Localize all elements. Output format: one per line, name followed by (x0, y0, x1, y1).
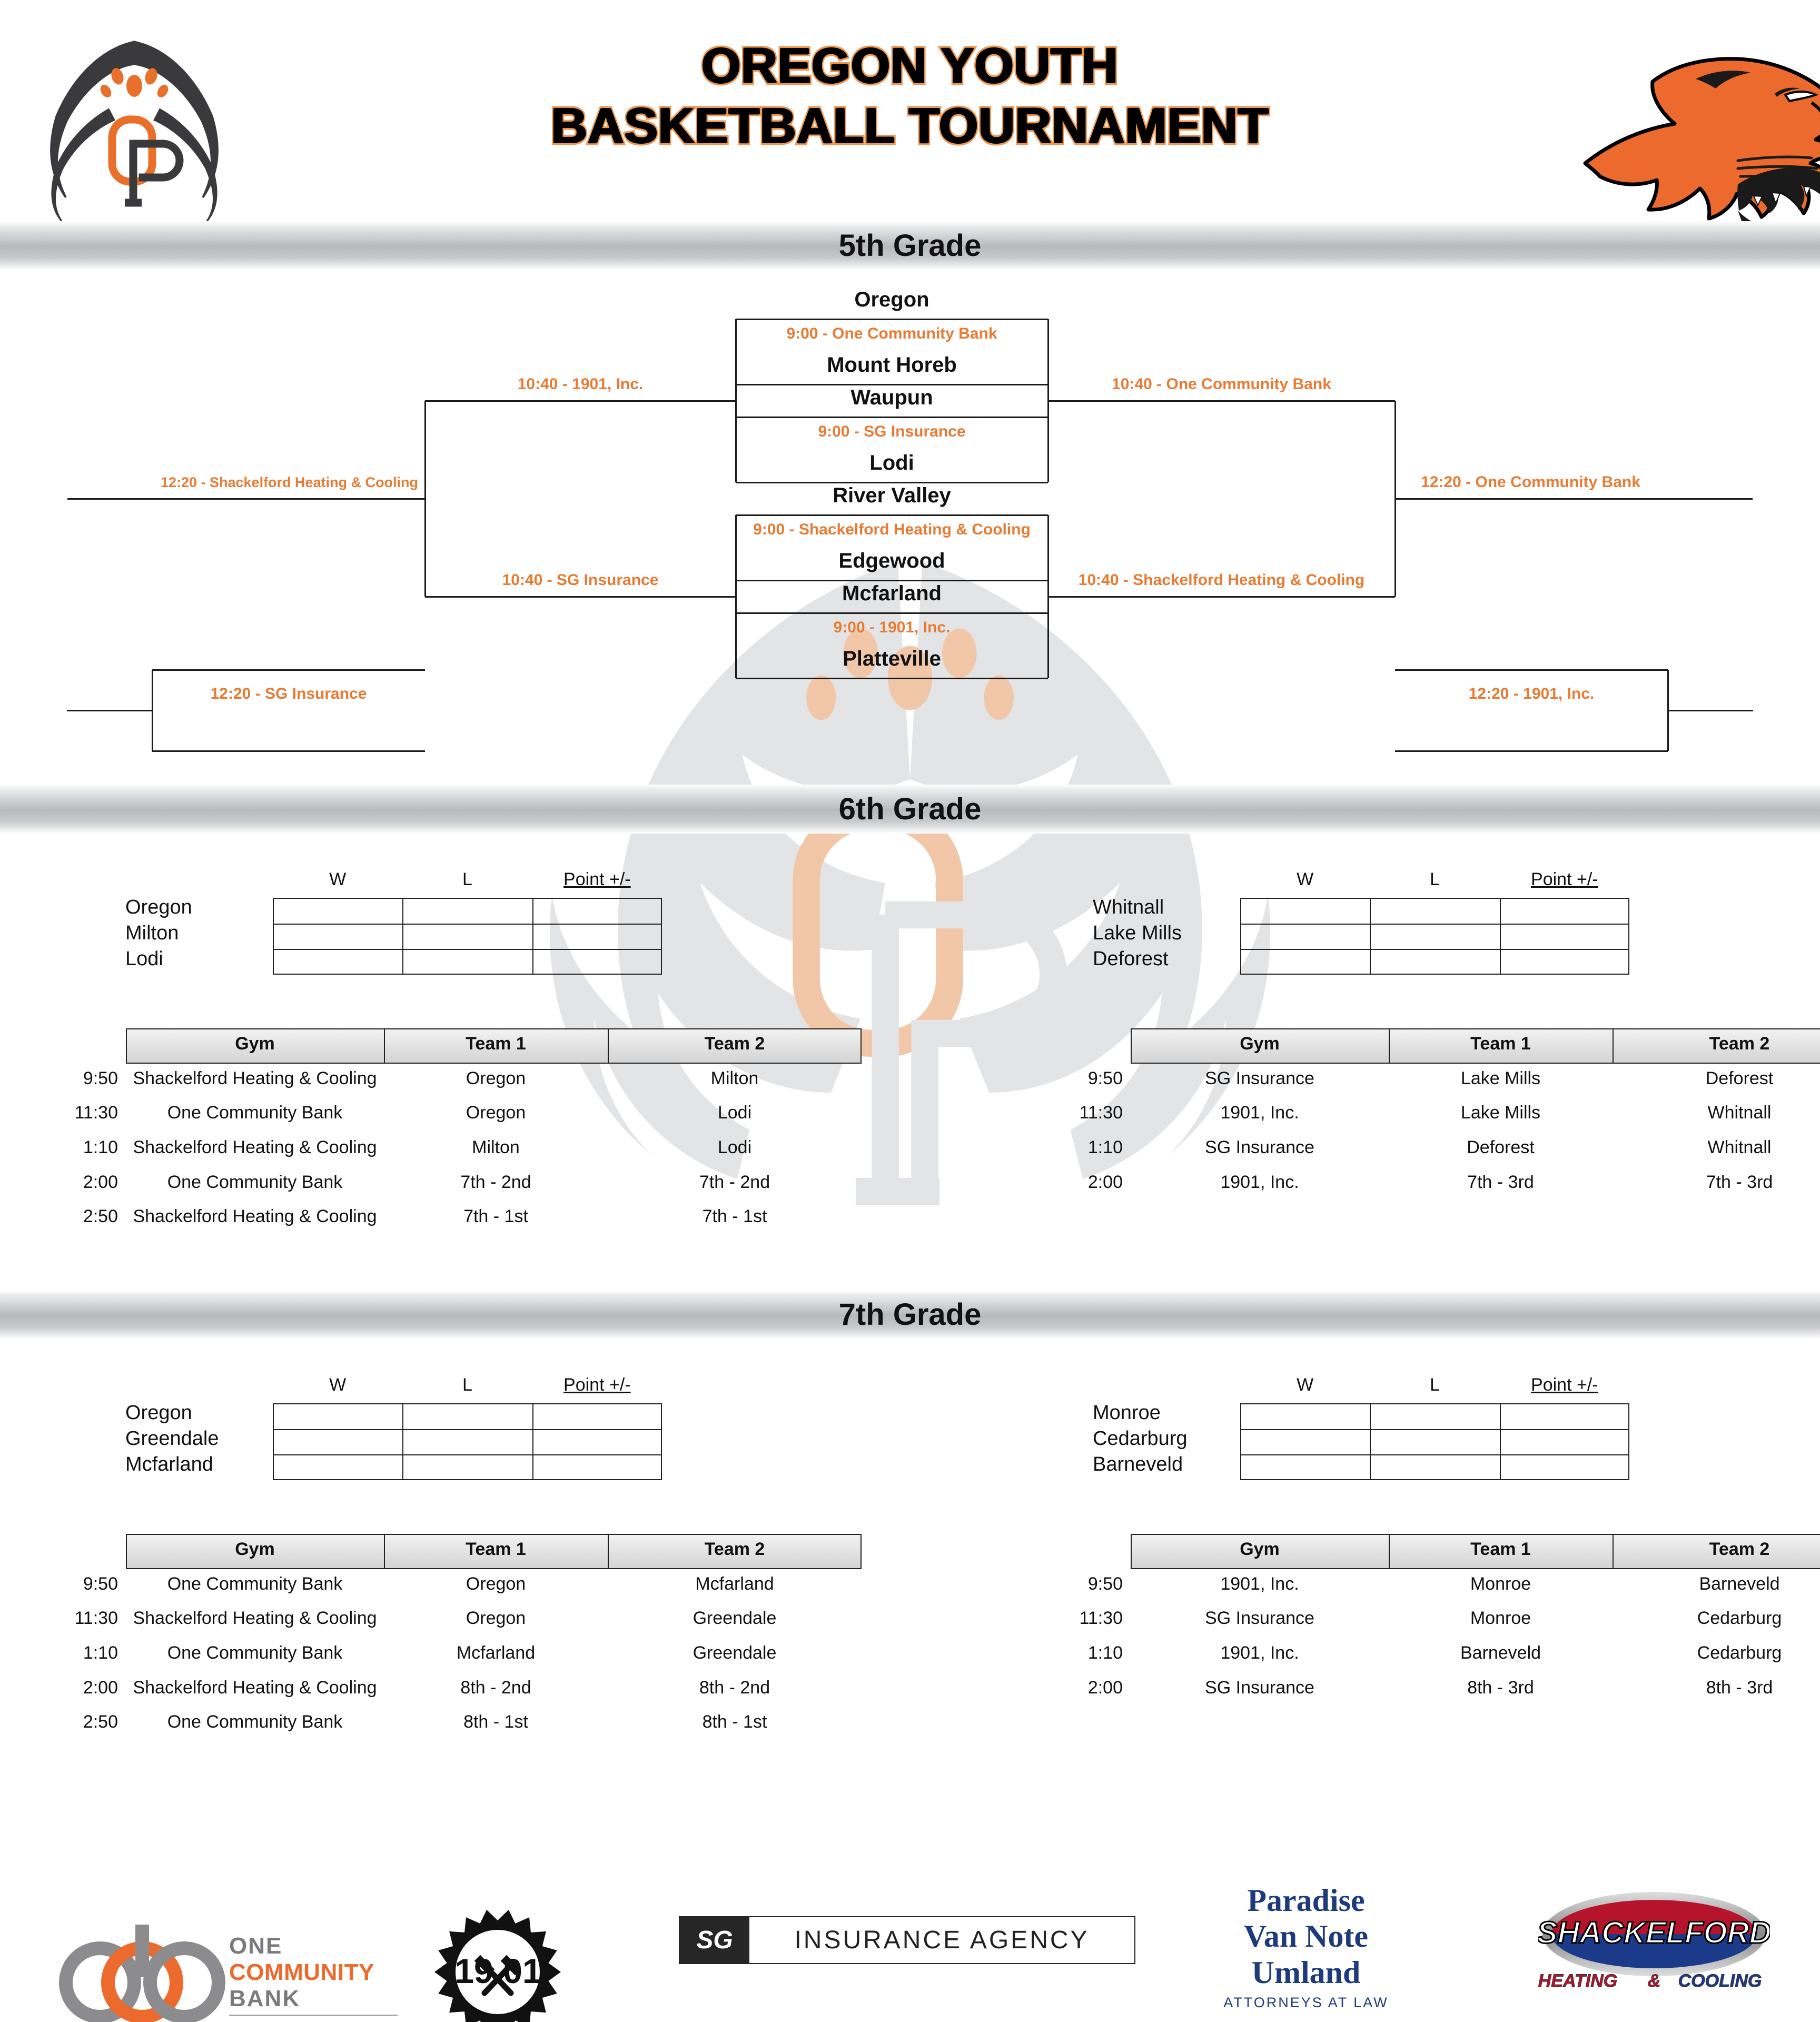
svg-text:COOLING: COOLING (1678, 1971, 1762, 1991)
svg-text:&: & (1648, 1971, 1661, 1991)
svg-text:BANK: BANK (229, 1986, 300, 2011)
svg-text:COMMUNITY: COMMUNITY (229, 1959, 374, 1985)
svg-text:ONE: ONE (229, 1933, 282, 1959)
svg-text:SHACKELFORD: SHACKELFORD (1538, 1916, 1770, 1950)
svg-text:HEATING: HEATING (1538, 1971, 1617, 1991)
